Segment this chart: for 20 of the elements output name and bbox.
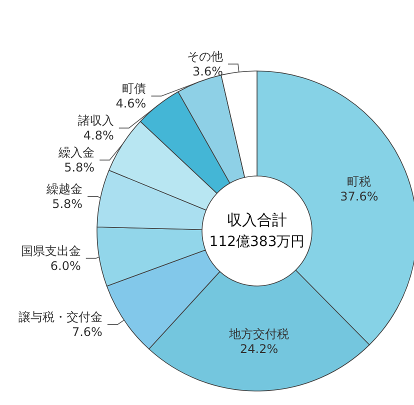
slice-label: 諸収入: [78, 114, 114, 128]
slice-label: 繰越金: [46, 182, 83, 196]
slice-label: その他: [187, 50, 224, 64]
data-label: 6.0%: [50, 258, 81, 273]
data-label: 5.8%: [52, 196, 83, 211]
slice-label: 譲与税・交付金: [18, 310, 102, 324]
slice-label: 町税: [347, 174, 372, 189]
data-label: 5.8%: [64, 160, 95, 175]
data-label: 7.6%: [72, 325, 102, 340]
slice-label: 繰入金: [58, 146, 95, 160]
slice-label: 国県支出金: [20, 244, 81, 258]
data-label: 4.6%: [116, 96, 146, 111]
data-label: 37.6%: [340, 190, 378, 204]
data-label: 4.8%: [83, 128, 114, 143]
text: 収入合計: [227, 211, 287, 229]
slice-label: 地方交付税: [228, 326, 290, 341]
data-label: 3.6%: [192, 64, 224, 79]
data-label: 24.2%: [240, 342, 278, 356]
text: 112億383万円: [209, 234, 305, 250]
slice-label: 町債: [122, 82, 146, 96]
